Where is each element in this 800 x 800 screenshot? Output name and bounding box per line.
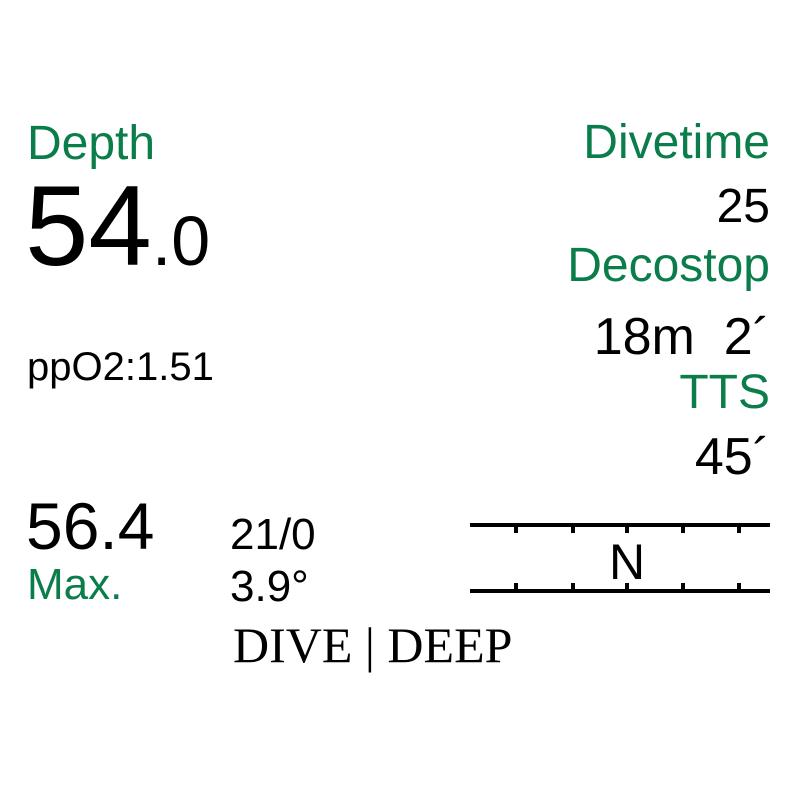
compass-tick <box>737 527 741 533</box>
ppo2-readout: ppO2:1.51 <box>27 345 214 389</box>
max-depth-value: 56.4 <box>26 489 155 563</box>
compass-top-line <box>470 523 770 527</box>
decostop-label: Decostop <box>567 239 770 292</box>
compass-tick <box>514 527 518 533</box>
compass-tick <box>625 583 629 589</box>
compass-tick <box>681 583 685 589</box>
compass-heading: N <box>608 534 646 590</box>
compass-tick <box>514 583 518 589</box>
divetime-value: 25 <box>716 180 770 233</box>
compass-tick <box>571 583 575 589</box>
compass-bottom-line <box>470 589 770 593</box>
tts-value: 45´ <box>694 428 770 486</box>
decostop-value: 18m 2´ <box>593 308 770 366</box>
divetime-label: Divetime <box>583 116 770 169</box>
depth-label: Depth <box>27 117 156 170</box>
compass-tick <box>625 527 629 533</box>
max-depth-label: Max. <box>27 560 123 609</box>
compass-tick <box>681 527 685 533</box>
gas-mix: 21/0 <box>230 510 316 559</box>
tts-label: TTS <box>679 366 770 419</box>
depth-value: 54.0 <box>25 170 210 284</box>
compass-tick <box>737 583 741 589</box>
depth-value-decimal: .0 <box>151 202 211 280</box>
dive-mode: DIVE | DEEP <box>233 617 513 673</box>
depth-value-integer: 54 <box>25 163 152 290</box>
temperature: 3.9° <box>230 562 309 611</box>
compass-tick <box>571 527 575 533</box>
